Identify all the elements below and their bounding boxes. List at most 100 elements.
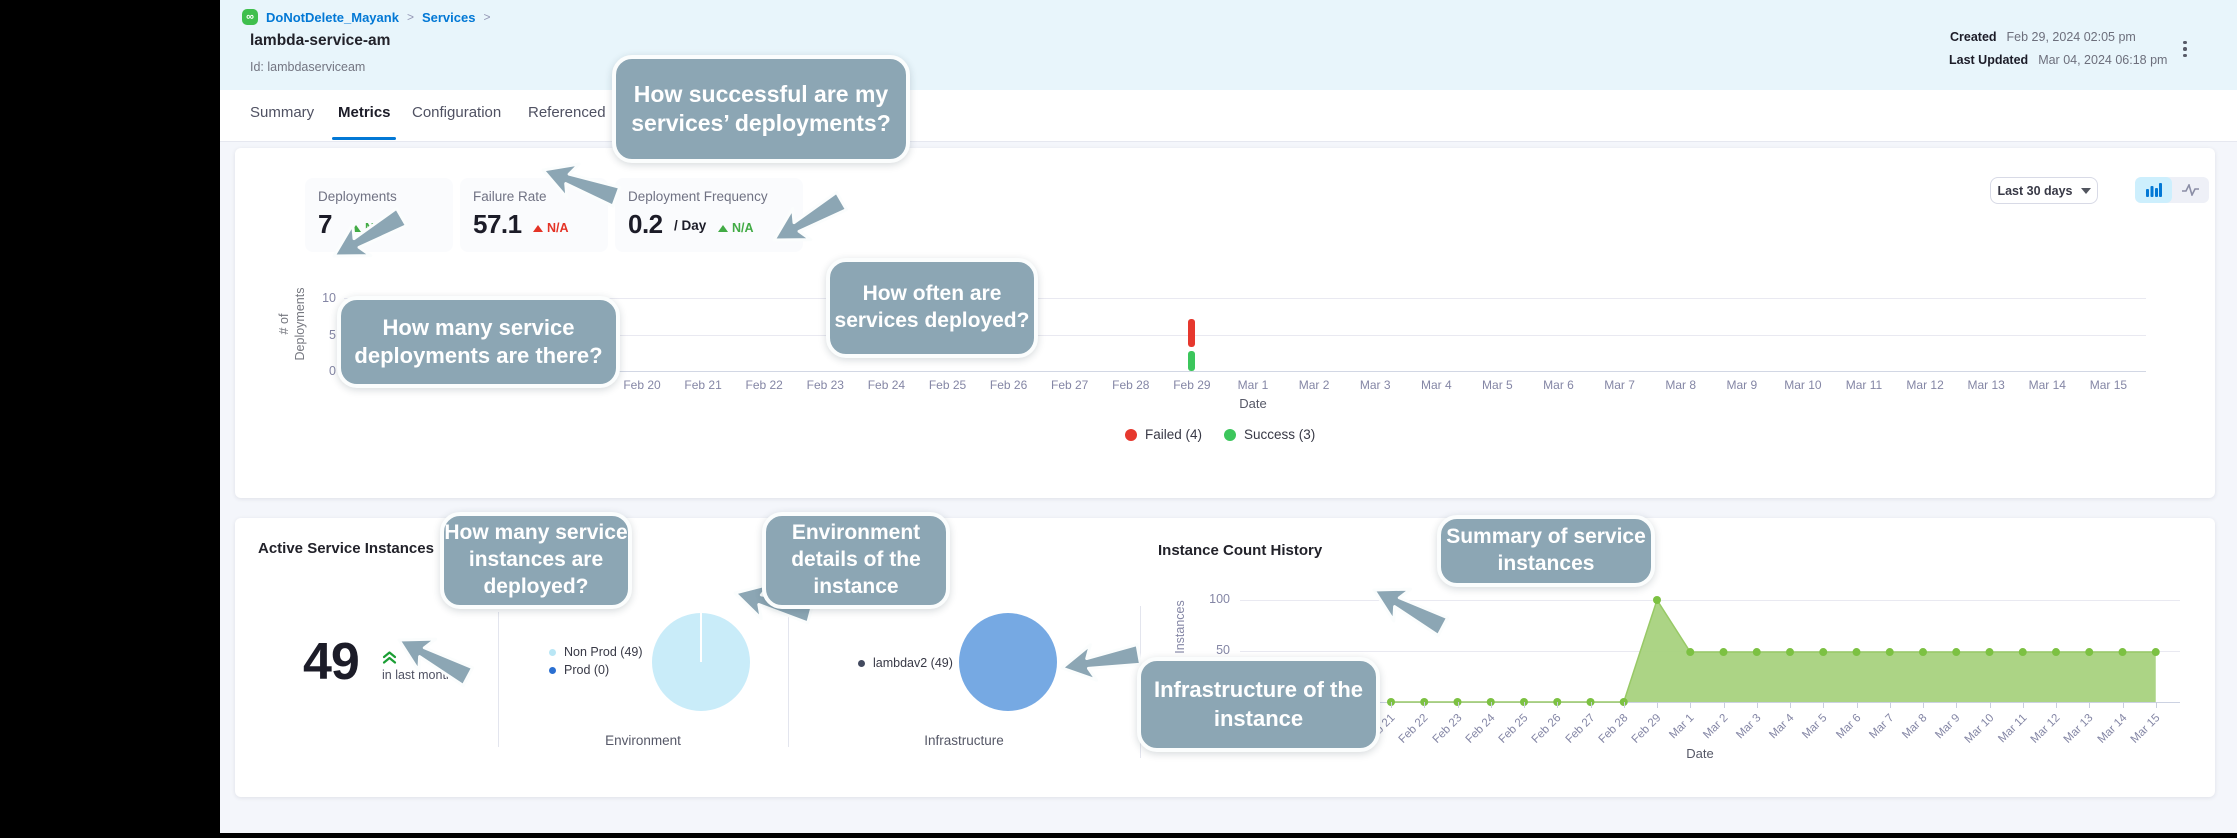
- axis-tick: [1557, 702, 1559, 708]
- legend-item-lambdav2[interactable]: lambdav2 (49): [858, 656, 953, 670]
- bar-x-label: Mar 9: [1726, 378, 1758, 392]
- axis-tick: [2122, 702, 2124, 708]
- tab-metrics[interactable]: Metrics: [338, 104, 391, 121]
- metric-value: 57.1: [473, 209, 522, 239]
- legend-item-failed[interactable]: Failed (4): [1125, 427, 1202, 442]
- metric-trend: N/A: [718, 221, 754, 235]
- area-point: [2085, 648, 2094, 657]
- last-updated-value: Mar 04, 2024 06:18 pm: [2038, 53, 2168, 67]
- double-chevron-up-icon: [382, 651, 397, 664]
- area-point: [2052, 648, 2060, 657]
- bar-x-label: Feb 27: [1051, 378, 1089, 392]
- area-point: [1786, 648, 1794, 657]
- active-tab-underline: [332, 137, 396, 140]
- tab-summary[interactable]: Summary: [250, 104, 315, 121]
- legend-item-prod[interactable]: Prod (0): [549, 663, 609, 677]
- breadcrumb: ∞ DoNotDelete_Mayank > Services >: [242, 9, 490, 25]
- success-legend-dot-icon: [1224, 428, 1237, 441]
- legend-item-nonprod[interactable]: Non Prod (49): [549, 645, 643, 659]
- service-id: Id: lambdaserviceam: [250, 60, 366, 74]
- instance-chart-x-axis-title: Date: [1686, 746, 1714, 761]
- page-header: ∞ DoNotDelete_Mayank > Services > lambda…: [220, 0, 2237, 90]
- time-range-dropdown[interactable]: Last 30 days: [1990, 177, 2098, 204]
- bar-chart-icon: [2145, 183, 2162, 197]
- axis-tick: [1623, 702, 1625, 708]
- bar-x-label: Mar 2: [1298, 378, 1330, 392]
- divider: [498, 612, 499, 747]
- metric-value: 0.2: [628, 209, 663, 239]
- instance-count-history-title: Instance Count History: [1158, 542, 1323, 559]
- sparkline-icon: [2181, 184, 2199, 196]
- chart-type-toggle: [2135, 177, 2209, 203]
- metric-value: 7: [318, 209, 332, 239]
- legend-item-success[interactable]: Success (3): [1224, 427, 1315, 442]
- area-fill: [1391, 600, 2156, 702]
- bar-x-label: Mar 4: [1420, 378, 1452, 392]
- axis-tick: [1856, 702, 1858, 708]
- bar-x-label: Mar 14: [2028, 378, 2066, 392]
- callout-instance-count: How many service instances are deployed?: [440, 512, 632, 609]
- failed-legend-dot-icon: [1125, 428, 1137, 441]
- created-value: Feb 29, 2024 02:05 pm: [2006, 30, 2136, 44]
- gridline: [1240, 600, 2180, 601]
- bar-x-label: Feb 25: [928, 378, 967, 392]
- area-point: [1919, 648, 1927, 657]
- y-tick: 5: [329, 328, 336, 342]
- axis-tick: [1823, 702, 1825, 708]
- area-point: [1852, 648, 1861, 657]
- axis-tick: [1790, 702, 1791, 708]
- bar-x-label: Feb 26: [989, 378, 1028, 392]
- axis-tick: [1657, 702, 1658, 708]
- area-point: [1952, 648, 1961, 657]
- area-point: [1653, 596, 1661, 604]
- app-window: ∞ DoNotDelete_Mayank > Services > lambda…: [220, 0, 2237, 833]
- metric-label: Deployments: [318, 189, 397, 204]
- area-point: [2118, 648, 2127, 657]
- bar-x-label: Mar 8: [1665, 378, 1697, 392]
- line-chart-toggle-button[interactable]: [2172, 177, 2209, 203]
- instance-area-chart: [1387, 596, 2160, 706]
- y-tick: 100: [1209, 592, 1230, 606]
- axis-tick: [2022, 702, 2024, 708]
- bar-chart-toggle-button[interactable]: [2135, 177, 2172, 203]
- bar-x-label: Feb 24: [867, 378, 906, 392]
- area-point: [1819, 648, 1828, 657]
- callout-infrastructure: Infrastructure of the instance: [1137, 657, 1380, 752]
- bar-chart-legend: Failed (4) Success (3): [1125, 427, 1315, 442]
- axis-tick: [1424, 702, 1426, 708]
- bar-x-label: Mar 12: [1906, 378, 1944, 392]
- axis-tick: [1590, 702, 1592, 708]
- axis-tick: [1391, 702, 1392, 708]
- callout-arrow-icon: [397, 637, 475, 687]
- environment-pie-label: Environment: [605, 733, 681, 748]
- created-label: Created: [1950, 30, 1997, 44]
- metric-suffix: / Day: [674, 218, 707, 233]
- bar-x-label: Feb 22: [745, 378, 783, 392]
- infrastructure-pie-label: Infrastructure: [924, 733, 1004, 748]
- more-options-icon[interactable]: [2176, 36, 2194, 62]
- bar-x-label: Mar 1: [1237, 378, 1269, 392]
- callout-deployment-frequency: How often are services deployed?: [826, 258, 1038, 358]
- callout-deployment-count: How many service deployments are there?: [337, 296, 620, 388]
- callout-arrow-icon: [541, 162, 622, 208]
- axis-tick: [1989, 702, 1991, 708]
- breadcrumb-project-link[interactable]: DoNotDelete_Mayank: [266, 9, 399, 25]
- tab-configuration[interactable]: Configuration: [412, 104, 502, 121]
- tab-referenced[interactable]: Referenced: [528, 104, 606, 121]
- axis-tick: [2089, 702, 2091, 708]
- last-updated-row: Last Updated Mar 04, 2024 06:18 pm: [1949, 53, 2167, 67]
- area-point: [1752, 648, 1761, 657]
- pie-slice-divider: [700, 613, 702, 662]
- metric-label: Failure Rate: [473, 189, 547, 204]
- gridline: [344, 335, 2146, 336]
- active-service-instances-title: Active Service Instances: [258, 540, 434, 557]
- y-tick: 0: [329, 364, 336, 378]
- trend-up-icon: [533, 224, 543, 232]
- metric-card-deployment-frequency: Deployment Frequency 0.2 / Day N/A: [615, 178, 803, 252]
- prod-legend-dot-icon: [549, 666, 556, 674]
- bar-x-label: Mar 6: [1543, 378, 1574, 392]
- callout-arrow-icon: [1060, 643, 1143, 682]
- tab-bar: Summary Metrics Configuration Referenced: [220, 90, 2237, 142]
- breadcrumb-services-link[interactable]: Services: [421, 9, 476, 25]
- area-point: [2018, 648, 2027, 657]
